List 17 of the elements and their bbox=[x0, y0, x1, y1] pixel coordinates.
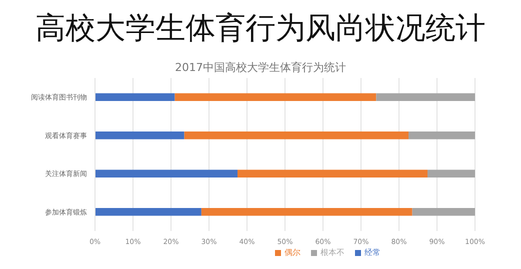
bar bbox=[408, 132, 475, 140]
legend-label: 偶尔 bbox=[284, 248, 300, 257]
bar bbox=[412, 208, 475, 216]
bar bbox=[95, 208, 202, 216]
bar bbox=[95, 170, 238, 178]
bar bbox=[95, 93, 175, 101]
bar bbox=[184, 132, 408, 140]
chart-subtitle: 2017中国高校大学生体育行为统计 bbox=[174, 60, 347, 76]
bar bbox=[376, 93, 475, 101]
legend-label: 经常 bbox=[364, 248, 380, 257]
bar bbox=[95, 132, 184, 140]
bar bbox=[428, 170, 475, 178]
bar bbox=[174, 93, 376, 101]
bar bbox=[238, 170, 428, 178]
legend-label: 根本不 bbox=[320, 248, 344, 257]
chart-title: 高校大学生体育行为风尚状况统计 bbox=[34, 10, 486, 48]
bar bbox=[201, 208, 412, 216]
